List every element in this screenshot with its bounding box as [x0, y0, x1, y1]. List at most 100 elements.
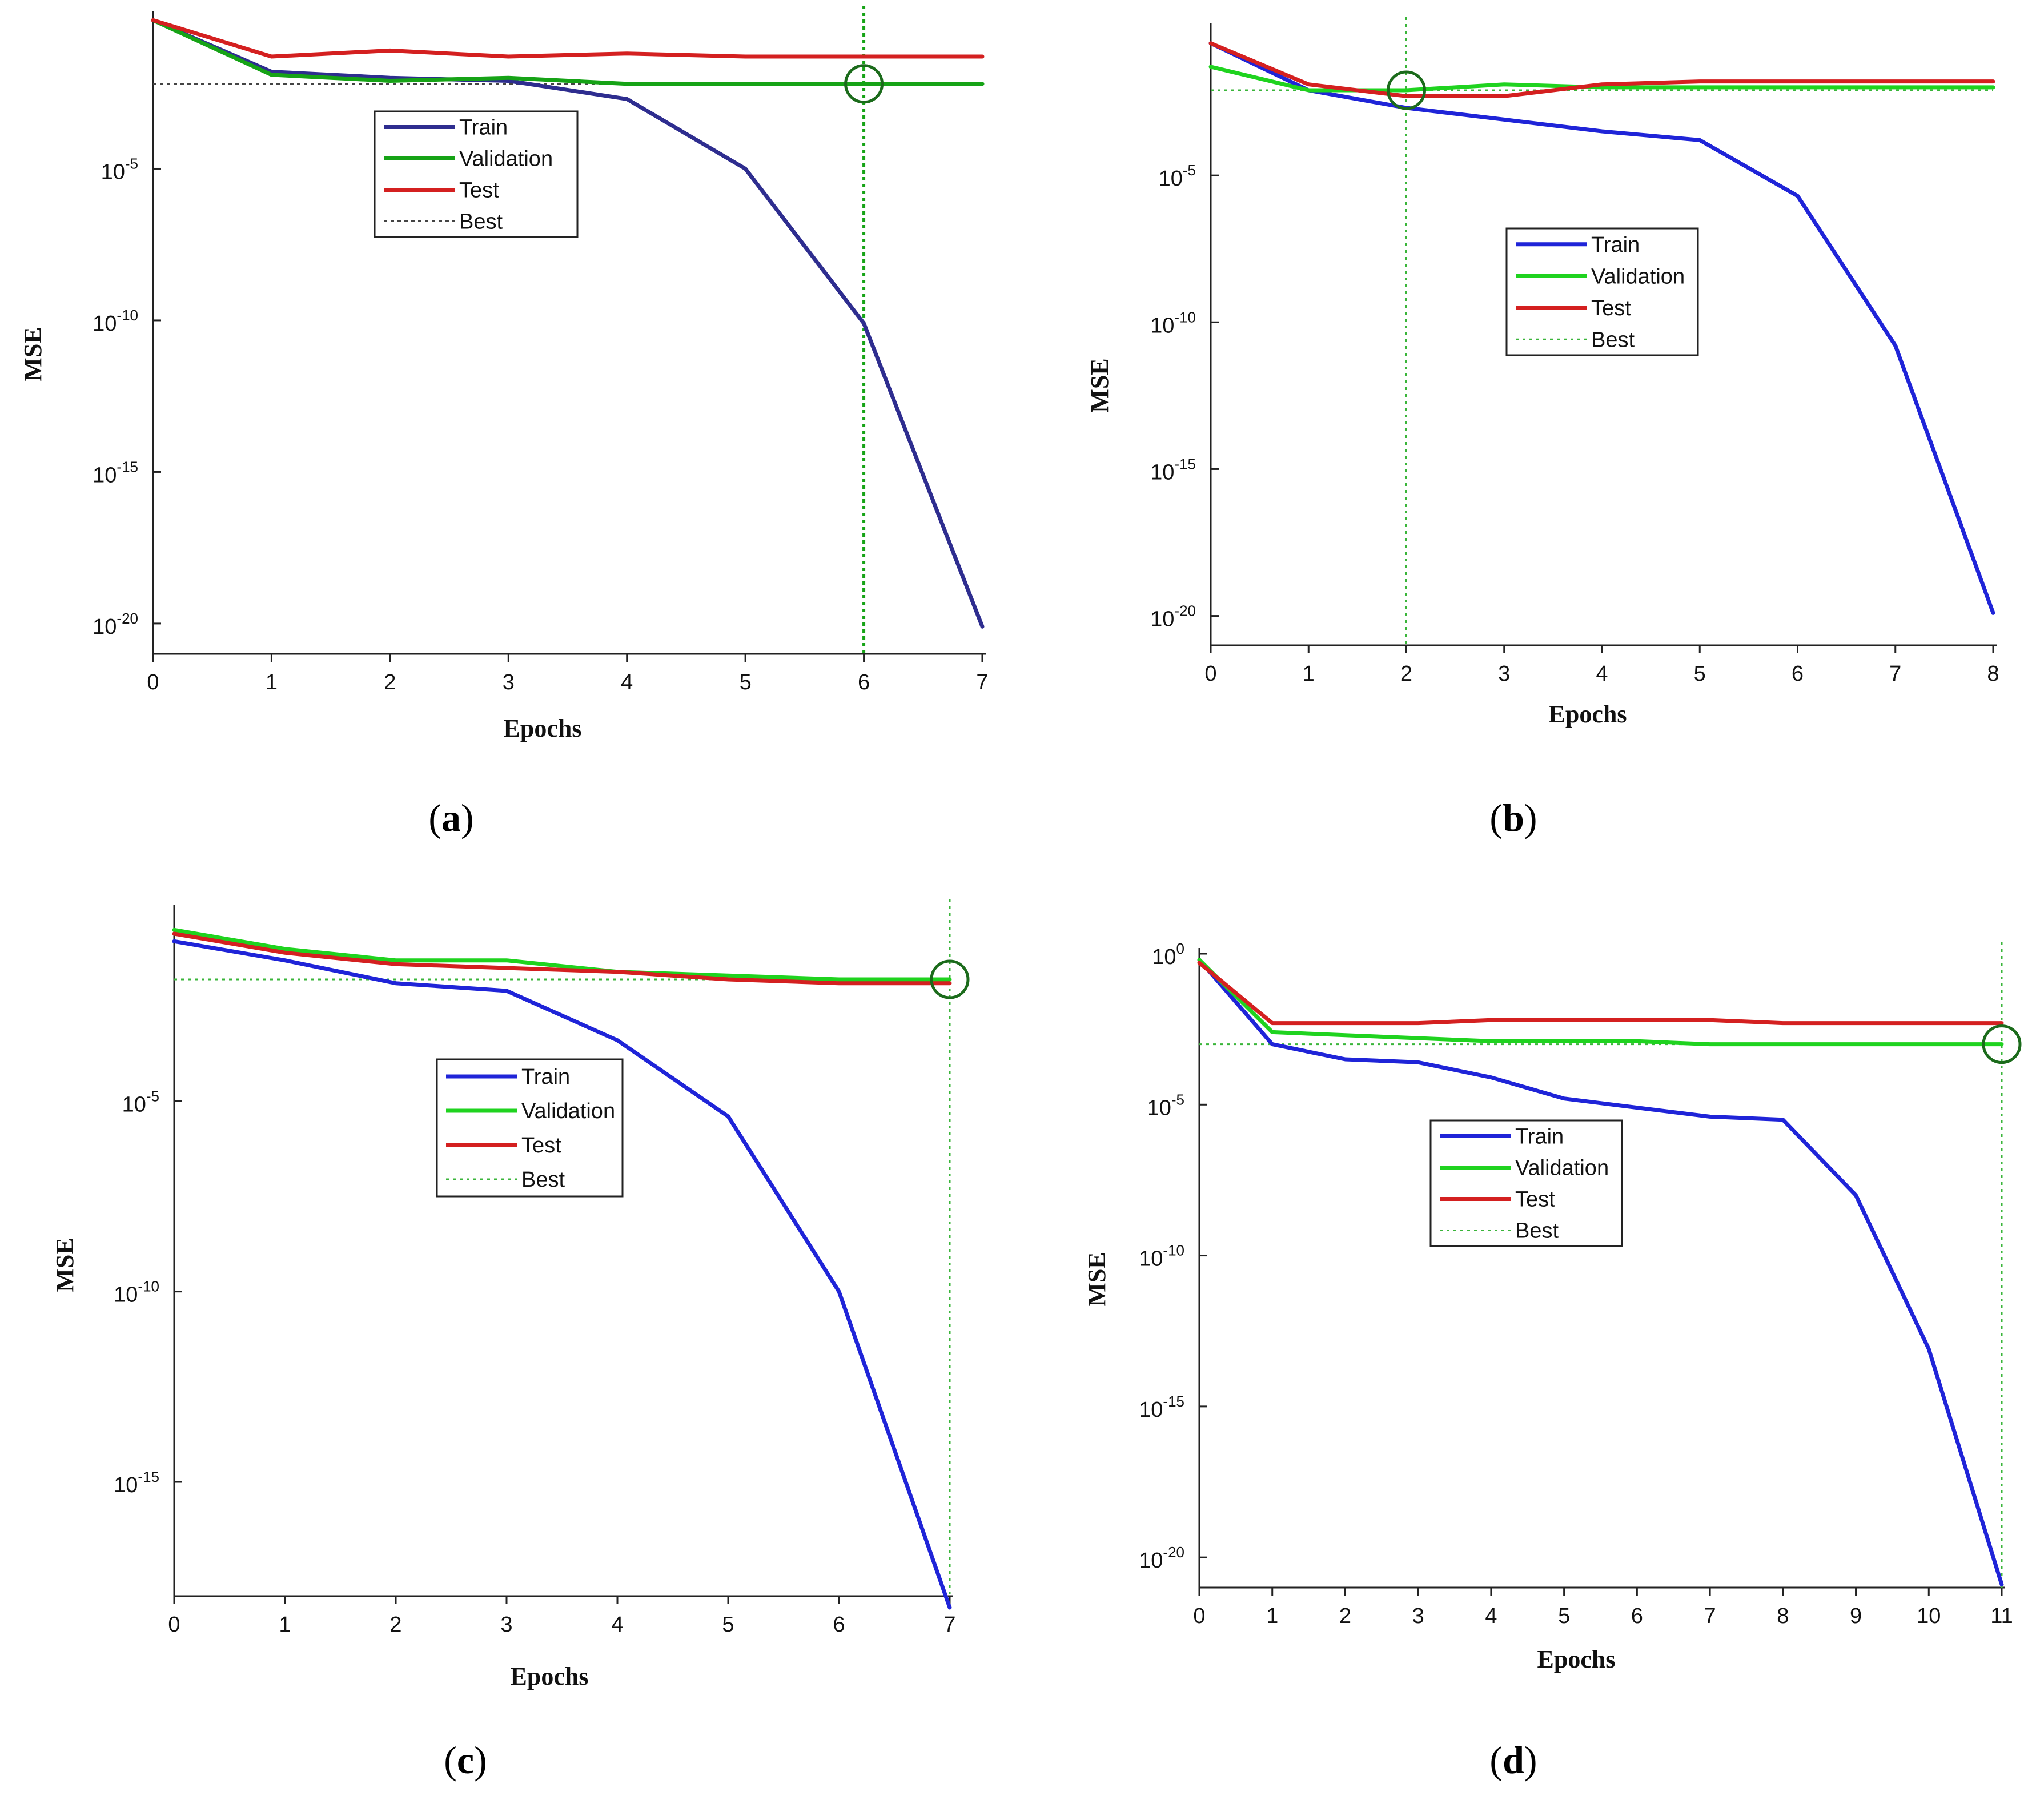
- y-tick-label: 10-10: [1139, 1242, 1184, 1271]
- x-tick-label: 7: [976, 670, 988, 694]
- series-train-line: [151, 18, 985, 629]
- x-tick-label: 1: [1303, 662, 1315, 686]
- best-point-circle: [1387, 70, 1426, 110]
- x-tick-label: 7: [1889, 662, 1901, 686]
- series-train-line: [1208, 41, 1995, 615]
- x-tick-label: 3: [1498, 662, 1510, 686]
- y-tick-base: 10: [1152, 945, 1176, 969]
- x-tick-label: 1: [1266, 1604, 1278, 1628]
- caption-close-paren: ): [474, 1738, 487, 1782]
- y-axis-title: MSE: [1086, 358, 1114, 412]
- legend-label-validation: Validation: [459, 147, 553, 171]
- legend: Train Validation Test Best: [374, 110, 579, 238]
- x-tick-label: 2: [1339, 1604, 1351, 1628]
- x-tick-label: 4: [611, 1613, 623, 1637]
- panel-c: 0 1 2 3 4 5 6 710-510-1010-15TrainValidationTes…: [51, 899, 970, 1782]
- legend-label-test: Test: [1515, 1188, 1555, 1212]
- x-tick-label: 8: [1987, 662, 1999, 686]
- series-test-line: [151, 18, 985, 59]
- x-tick-label: 6: [833, 1613, 845, 1637]
- legend-box: [1429, 1119, 1623, 1247]
- y-tick-exponent: -15: [138, 1468, 159, 1485]
- caption-close-paren: ): [461, 796, 474, 839]
- x-tick-label: 0: [168, 1613, 180, 1637]
- best-point-circle: [1982, 1024, 2022, 1064]
- y-tick-label: 10-20: [1150, 602, 1196, 632]
- legend: Train Validation Test Best: [1505, 227, 1699, 356]
- y-tick-label: 10-15: [1139, 1393, 1184, 1422]
- y-tick-base: 10: [122, 1092, 146, 1116]
- series-validation-line: [151, 18, 985, 86]
- y-tick-exponent: 0: [1176, 940, 1184, 957]
- best-point-circle: [844, 64, 884, 104]
- x-tick-label: 1: [266, 670, 278, 694]
- y-tick-base: 10: [1150, 460, 1174, 484]
- legend-label-best: Best: [1591, 328, 1635, 352]
- y-tick-exponent: -5: [1171, 1091, 1184, 1108]
- x-axis-title: Epochs: [504, 714, 582, 742]
- y-tick-label: 10-10: [93, 307, 138, 336]
- x-tick-label: 3: [500, 1613, 512, 1637]
- y-tick-label: 100: [1152, 940, 1184, 969]
- y-axis-title: MSE: [1083, 1252, 1111, 1306]
- y-tick-base: 10: [114, 1473, 138, 1497]
- panel-a: 0 1 2 3 4 5 6 710-510-1010-1510-20TrainValidati…: [19, 6, 989, 839]
- x-tick-label: 2: [1400, 662, 1412, 686]
- legend-label-best: Best: [459, 210, 503, 234]
- legend-label-validation: Validation: [1591, 264, 1685, 288]
- x-tick-label: 0: [1193, 1604, 1205, 1628]
- legend-box: [436, 1058, 624, 1198]
- x-tick-label: 1: [279, 1613, 291, 1637]
- panel-d: 0 1 2 3 4 5 6 7 8 9 10 1110010-510-1010-1510-20Trai…: [1083, 940, 2022, 1782]
- x-axis-title: Epochs: [511, 1662, 589, 1690]
- caption-open-paren: (: [444, 1738, 457, 1782]
- y-tick-label: 10-5: [1147, 1091, 1184, 1120]
- y-tick-label: 10-10: [114, 1278, 159, 1307]
- y-tick-base: 10: [1147, 1096, 1171, 1120]
- y-axis-title: MSE: [19, 327, 47, 381]
- x-tick-label: 8: [1777, 1604, 1789, 1628]
- y-tick-label: 10-20: [93, 610, 138, 639]
- y-tick-exponent: -10: [138, 1278, 159, 1295]
- panel-caption: (c): [444, 1738, 487, 1782]
- y-tick-base: 10: [114, 1283, 138, 1307]
- caption-open-paren: (: [428, 796, 441, 839]
- y-tick-base: 10: [1139, 1549, 1163, 1573]
- x-tick-label: 3: [1412, 1604, 1424, 1628]
- legend-label-best: Best: [1515, 1219, 1559, 1243]
- series-test-line: [172, 931, 952, 986]
- x-tick-label: 0: [147, 670, 159, 694]
- x-tick-label: 4: [1485, 1604, 1497, 1628]
- y-tick-label: 10-10: [1150, 308, 1196, 337]
- x-tick-label: 7: [943, 1613, 955, 1637]
- legend: Train Validation Test Best: [1429, 1119, 1623, 1247]
- y-tick-base: 10: [1159, 167, 1183, 191]
- x-tick-label: 4: [621, 670, 633, 694]
- caption-close-paren: ): [1524, 1738, 1537, 1782]
- y-tick-exponent: -5: [1183, 162, 1196, 179]
- y-tick-base: 10: [1139, 1247, 1163, 1271]
- y-tick-base: 10: [1139, 1398, 1163, 1422]
- x-tick-label: 6: [1792, 662, 1804, 686]
- y-tick-label: 10-15: [93, 458, 138, 487]
- caption-letter: d: [1503, 1738, 1524, 1782]
- y-tick-label: 10-5: [101, 155, 138, 184]
- x-tick-label: 11: [1990, 1604, 2013, 1628]
- panel-b: 0 1 2 3 4 5 6 7 810-510-1010-1510-20TrainValidat…: [1086, 17, 1999, 839]
- legend-label-train: Train: [1591, 233, 1640, 257]
- y-tick-label: 10-15: [114, 1468, 159, 1497]
- y-axis-title: MSE: [51, 1237, 79, 1292]
- panel-caption: (b): [1489, 796, 1537, 839]
- x-tick-label: 6: [858, 670, 870, 694]
- y-tick-exponent: -15: [1163, 1393, 1184, 1410]
- caption-letter: c: [457, 1738, 474, 1782]
- legend-label-train: Train: [1515, 1125, 1564, 1149]
- legend-box: [1505, 227, 1699, 356]
- y-tick-exponent: -15: [117, 458, 138, 475]
- y-tick-exponent: -20: [1174, 602, 1196, 620]
- y-tick-exponent: -10: [1174, 308, 1196, 326]
- x-tick-label: 4: [1596, 662, 1608, 686]
- legend-label-train: Train: [521, 1065, 570, 1089]
- y-tick-exponent: -20: [117, 610, 138, 627]
- y-tick-base: 10: [93, 615, 117, 639]
